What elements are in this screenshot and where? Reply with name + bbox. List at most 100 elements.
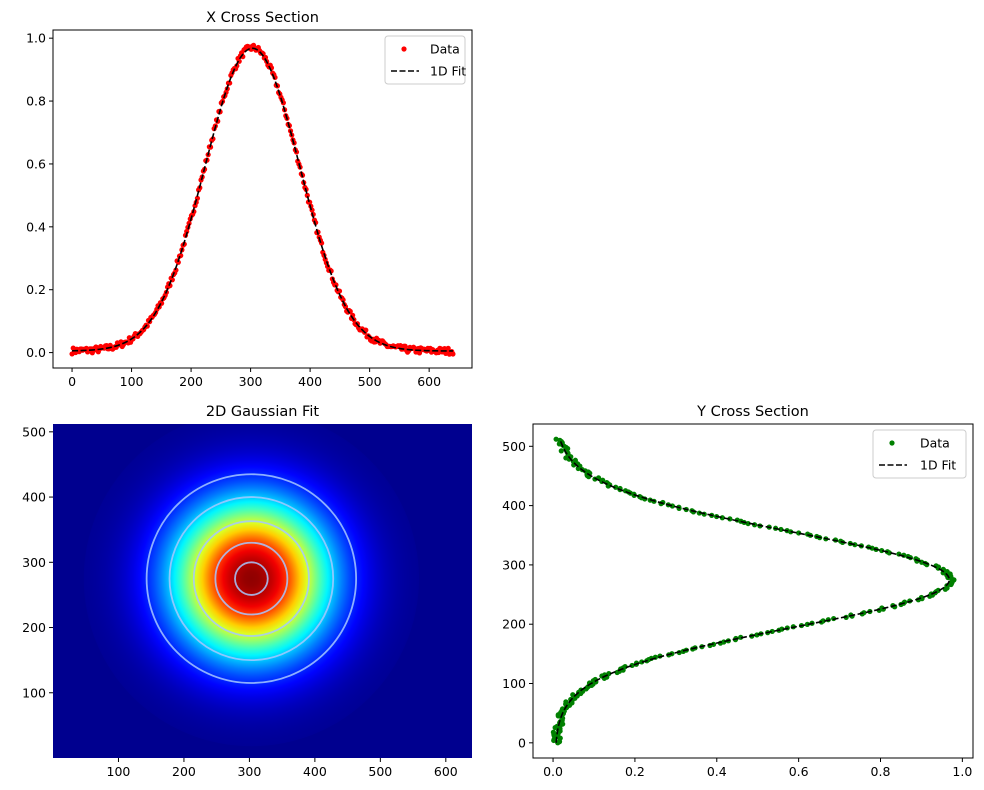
data-point xyxy=(778,526,784,533)
data-point xyxy=(721,639,727,645)
x-cross-section-fit-line xyxy=(72,47,453,352)
contour-ring xyxy=(234,561,269,596)
data-point xyxy=(227,80,233,86)
y-cross-section-title: Y Cross Section xyxy=(696,404,809,420)
y-tick-label: 0 xyxy=(518,735,526,750)
y-cross-section-ticks: 0.0 0.2 0.4 0.6 0.8 1.0 0 100 200 300 400 500 xyxy=(502,439,972,779)
y-tick-label: 500 xyxy=(22,424,46,439)
y-tick-label: 400 xyxy=(22,490,46,505)
data-point xyxy=(779,626,785,632)
x-tick-label: 300 xyxy=(237,764,261,779)
y-tick-label: 0.0 xyxy=(26,345,46,360)
y-tick-label: 200 xyxy=(22,620,46,635)
data-point xyxy=(838,538,844,544)
x-tick-label: 200 xyxy=(179,374,203,389)
data-point xyxy=(186,220,192,226)
y-tick-label: 0.2 xyxy=(26,282,46,297)
data-point xyxy=(558,448,564,454)
data-point xyxy=(639,659,645,665)
data-point xyxy=(262,54,269,61)
data-point xyxy=(563,699,569,705)
contour-lines xyxy=(145,473,358,684)
legend-label-data: Data xyxy=(430,42,460,57)
y-tick-label: 100 xyxy=(502,676,526,691)
x-tick-label: 100 xyxy=(120,374,144,389)
x-cross-section-legend: Data 1D Fit xyxy=(384,35,466,85)
y-tick-label: 300 xyxy=(502,557,526,572)
x-tick-label: 500 xyxy=(368,764,392,779)
data-point xyxy=(804,621,810,628)
x-cross-section-panel: X Cross Section 0 100 200 300 400 500 600 0.0 0.… xyxy=(26,10,473,389)
data-point xyxy=(333,282,339,288)
gaussian-2d-fit-title: 2D Gaussian Fit xyxy=(206,404,319,420)
x-cross-section-frame xyxy=(52,29,473,369)
x-tick-label: 100 xyxy=(107,764,131,779)
legend-label-fit: 1D Fit xyxy=(920,458,956,473)
y-tick-label: 500 xyxy=(502,439,526,454)
legend-label-data: Data xyxy=(920,436,950,451)
x-tick-label: 0 xyxy=(68,374,76,389)
x-tick-label: 0.6 xyxy=(789,764,809,779)
x-tick-label: 300 xyxy=(239,374,263,389)
y-cross-section-frame xyxy=(532,423,974,759)
y-cross-section-panel: Y Cross Section 0.0 0.2 0.4 0.6 0.8 1.0 0 100 20… xyxy=(502,404,974,779)
data-point xyxy=(879,547,885,554)
data-point xyxy=(445,345,451,351)
data-point xyxy=(879,605,885,611)
data-point xyxy=(175,259,181,265)
y-cross-section-fit-line xyxy=(555,438,951,743)
data-point xyxy=(861,610,867,616)
y-cross-section-legend: Data 1D Fit xyxy=(872,429,967,479)
y-cross-section-data-points xyxy=(550,436,957,746)
contour-ring xyxy=(192,520,310,637)
x-tick-label: 0.2 xyxy=(625,764,645,779)
data-point xyxy=(935,587,941,594)
x-tick-label: 600 xyxy=(434,764,458,779)
data-point xyxy=(304,192,310,198)
contour-ring xyxy=(214,541,289,616)
data-point xyxy=(553,436,559,442)
x-cross-section-ticks: 0 100 200 300 400 500 600 0.0 0.2 0.4 0.6 0.8 1.0 xyxy=(26,31,441,389)
data-point xyxy=(450,351,456,357)
data-point xyxy=(550,729,556,735)
y-tick-label: 0.8 xyxy=(26,94,46,109)
data-point xyxy=(167,283,173,289)
x-cross-section-title: X Cross Section xyxy=(206,10,319,26)
data-point xyxy=(234,63,240,69)
data-point xyxy=(402,343,408,349)
data-point xyxy=(600,477,606,483)
y-tick-label: 400 xyxy=(502,498,526,513)
y-tick-label: 1.0 xyxy=(26,31,46,46)
x-tick-label: 0.0 xyxy=(543,764,563,779)
data-point xyxy=(796,530,802,536)
data-point xyxy=(416,350,423,356)
data-point xyxy=(173,267,179,273)
gaussian-2d-fit-panel: 2D Gaussian Fit 100 200 300 400 500 600 100 200… xyxy=(22,404,472,779)
x-tick-label: 200 xyxy=(172,764,196,779)
data-point xyxy=(719,515,725,521)
y-tick-label: 0.6 xyxy=(26,156,46,171)
legend-box xyxy=(872,429,967,479)
data-point xyxy=(769,628,775,635)
x-tick-label: 0.4 xyxy=(707,764,727,779)
x-cross-section-data-points xyxy=(69,42,456,357)
heatmap-gaussian xyxy=(83,424,419,747)
y-tick-label: 200 xyxy=(502,617,526,632)
contour-ring xyxy=(168,496,335,662)
x-tick-label: 500 xyxy=(358,374,382,389)
legend-marker-data xyxy=(401,46,407,52)
x-tick-label: 0.8 xyxy=(871,764,891,779)
contour-ring xyxy=(145,473,358,684)
legend-label-fit: 1D Fit xyxy=(430,64,466,79)
data-point xyxy=(852,542,858,548)
x-tick-label: 400 xyxy=(303,764,327,779)
data-point xyxy=(745,520,751,527)
y-tick-label: 0.4 xyxy=(26,219,46,234)
data-point xyxy=(184,228,190,235)
y-tick-label: 300 xyxy=(22,555,46,570)
x-tick-label: 600 xyxy=(417,374,441,389)
data-point xyxy=(572,457,578,463)
x-tick-label: 400 xyxy=(298,374,322,389)
data-point xyxy=(613,484,619,490)
legend-marker-data xyxy=(889,440,895,446)
